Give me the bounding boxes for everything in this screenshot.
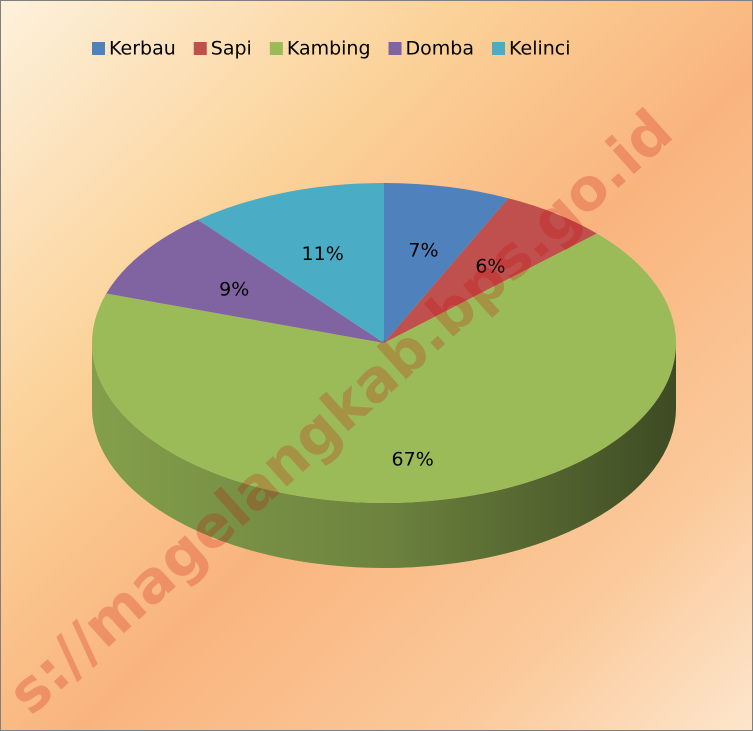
legend-swatch — [388, 42, 402, 55]
legend: Kerbau Sapi Kambing Domba Kelinci — [92, 38, 571, 60]
legend-label: Sapi — [211, 38, 252, 60]
value-label: 67% — [392, 448, 434, 470]
legend-label: Kerbau — [109, 38, 176, 60]
value-label: 7% — [408, 240, 438, 262]
legend-swatch — [193, 42, 207, 55]
slice — [384, 183, 509, 343]
value-label: 11% — [302, 243, 344, 265]
legend-swatch — [92, 42, 105, 55]
slice-side-shade — [92, 343, 676, 568]
legend-swatch — [269, 42, 283, 55]
slice — [384, 198, 597, 343]
pie: 7% 6% 67% 9% 11% — [91, 183, 676, 568]
slice — [91, 233, 676, 503]
slice — [197, 183, 384, 343]
legend-label: Kambing — [287, 38, 371, 60]
legend-swatch — [492, 42, 505, 55]
value-label: 9% — [219, 279, 249, 301]
slice — [106, 219, 384, 343]
legend-label: Kelinci — [509, 38, 571, 60]
value-label: 6% — [475, 255, 505, 277]
legend-label: Domba — [406, 38, 474, 60]
